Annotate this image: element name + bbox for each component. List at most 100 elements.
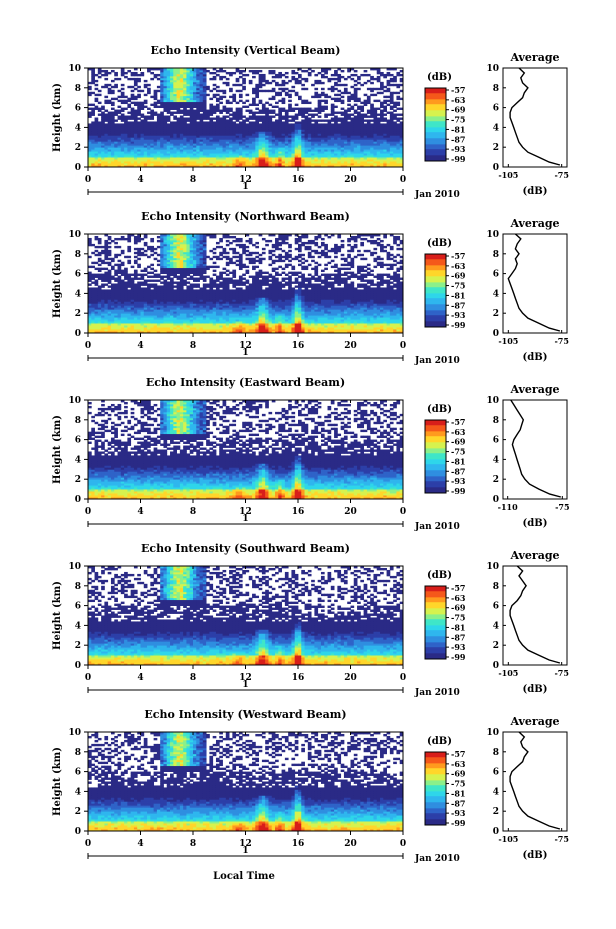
heatmap-cell — [396, 73, 401, 77]
heatmap-cell — [327, 127, 332, 130]
heatmap-cell — [163, 69, 168, 73]
heatmap-cell — [147, 137, 151, 140]
heatmap-cell — [133, 77, 138, 81]
heatmap-cell — [150, 317, 155, 320]
heatmap-cell — [334, 153, 338, 156]
heatmap-cell — [150, 319, 155, 322]
heatmap-cell — [179, 329, 184, 332]
heatmap-cell — [304, 69, 309, 73]
heatmap-cell — [114, 143, 118, 146]
heatmap-cell — [88, 297, 92, 300]
heatmap-cell — [380, 157, 384, 160]
heatmap-cell — [120, 301, 125, 304]
heatmap-cell — [360, 117, 365, 120]
heatmap-cell — [120, 125, 125, 128]
heatmap-cell — [196, 93, 200, 97]
heatmap-cell — [183, 149, 187, 152]
heatmap-cell — [235, 151, 240, 154]
heatmap-cell — [324, 71, 328, 75]
heatmap-cell — [235, 79, 240, 83]
heatmap-cell — [94, 249, 99, 253]
heatmap-cell — [137, 133, 141, 136]
heatmap-cell — [199, 77, 204, 81]
heatmap-cell — [284, 117, 289, 120]
heatmap-cell — [327, 147, 332, 150]
heatmap-cell — [252, 131, 256, 134]
heatmap-cell — [196, 311, 200, 314]
heatmap-cell — [343, 109, 348, 112]
heatmap-cell — [163, 309, 168, 312]
heatmap-cell — [170, 291, 174, 294]
heatmap-cell — [183, 77, 187, 81]
heatmap-cell — [88, 277, 92, 280]
heatmap-cell — [360, 153, 365, 156]
heatmap-cell — [163, 235, 168, 239]
heatmap-cell — [242, 121, 246, 124]
heatmap-cell — [209, 157, 214, 160]
heatmap-cell — [163, 303, 168, 306]
heatmap-cell — [265, 131, 269, 134]
heatmap-cell — [383, 129, 387, 132]
heatmap-cell — [386, 81, 391, 85]
heatmap-cell — [255, 117, 260, 120]
heatmap-cell — [179, 307, 184, 310]
heatmap-cell — [189, 243, 194, 247]
heatmap-cell — [389, 157, 394, 160]
heatmap-cell — [380, 71, 384, 75]
heatmap-cell — [314, 145, 319, 148]
heatmap-cell — [124, 325, 128, 328]
heatmap-cell — [196, 147, 200, 150]
heatmap-cell — [376, 87, 381, 91]
heatmap-cell — [393, 77, 397, 81]
heatmap-cell — [94, 291, 99, 294]
heatmap-cell — [291, 119, 296, 122]
heatmap-cell — [393, 103, 397, 107]
heatmap-cell — [189, 143, 194, 146]
heatmap-cell — [225, 149, 230, 152]
colorbar-swatch — [425, 142, 446, 145]
heatmap-cell — [206, 135, 210, 138]
heatmap-cell — [91, 313, 95, 316]
heatmap-cell — [166, 257, 171, 261]
heatmap-cell — [288, 161, 292, 164]
heatmap-cell — [140, 115, 145, 118]
heatmap-cell — [314, 157, 319, 160]
heatmap-cell — [275, 155, 279, 158]
heatmap-cell — [347, 95, 351, 99]
heatmap-cell — [104, 131, 109, 134]
heatmap-cell — [120, 299, 125, 302]
heatmap-cell — [150, 113, 155, 116]
heatmap-cell — [370, 127, 374, 130]
heatmap-cell — [176, 165, 181, 168]
heatmap-cell — [199, 125, 204, 128]
heatmap-cell — [140, 129, 145, 132]
heatmap-cell — [133, 287, 138, 290]
heatmap-cell — [183, 79, 187, 83]
heatmap-cell — [193, 261, 197, 265]
heatmap-cell — [357, 113, 361, 116]
heatmap-cell — [202, 105, 207, 108]
heatmap-cell — [284, 139, 289, 142]
colorbar-swatch — [425, 124, 446, 127]
heatmap-cell — [179, 237, 184, 241]
heatmap-cell — [94, 163, 99, 166]
heatmap-cell — [170, 281, 174, 284]
heatmap-cell — [275, 161, 279, 164]
heatmap-cell — [120, 271, 125, 274]
heatmap-cell — [261, 89, 266, 93]
heatmap-cell — [324, 151, 328, 154]
heatmap-cell — [357, 145, 361, 148]
heatmap-cell — [327, 131, 332, 134]
heatmap-cell — [193, 95, 197, 99]
heatmap-cell — [275, 121, 279, 124]
heatmap-cell — [160, 301, 164, 304]
heatmap-cell — [275, 91, 279, 95]
heatmap-cell — [275, 163, 279, 166]
heatmap-cell — [166, 153, 171, 156]
heatmap-cell — [160, 257, 164, 261]
heatmap-cell — [219, 75, 223, 79]
heatmap-cell — [271, 151, 276, 154]
heatmap-cell — [229, 113, 233, 116]
heatmap-cell — [265, 143, 269, 146]
heatmap-cell — [110, 259, 115, 263]
